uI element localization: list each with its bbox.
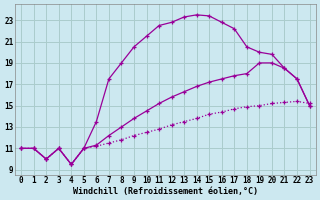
X-axis label: Windchill (Refroidissement éolien,°C): Windchill (Refroidissement éolien,°C) [73, 187, 258, 196]
